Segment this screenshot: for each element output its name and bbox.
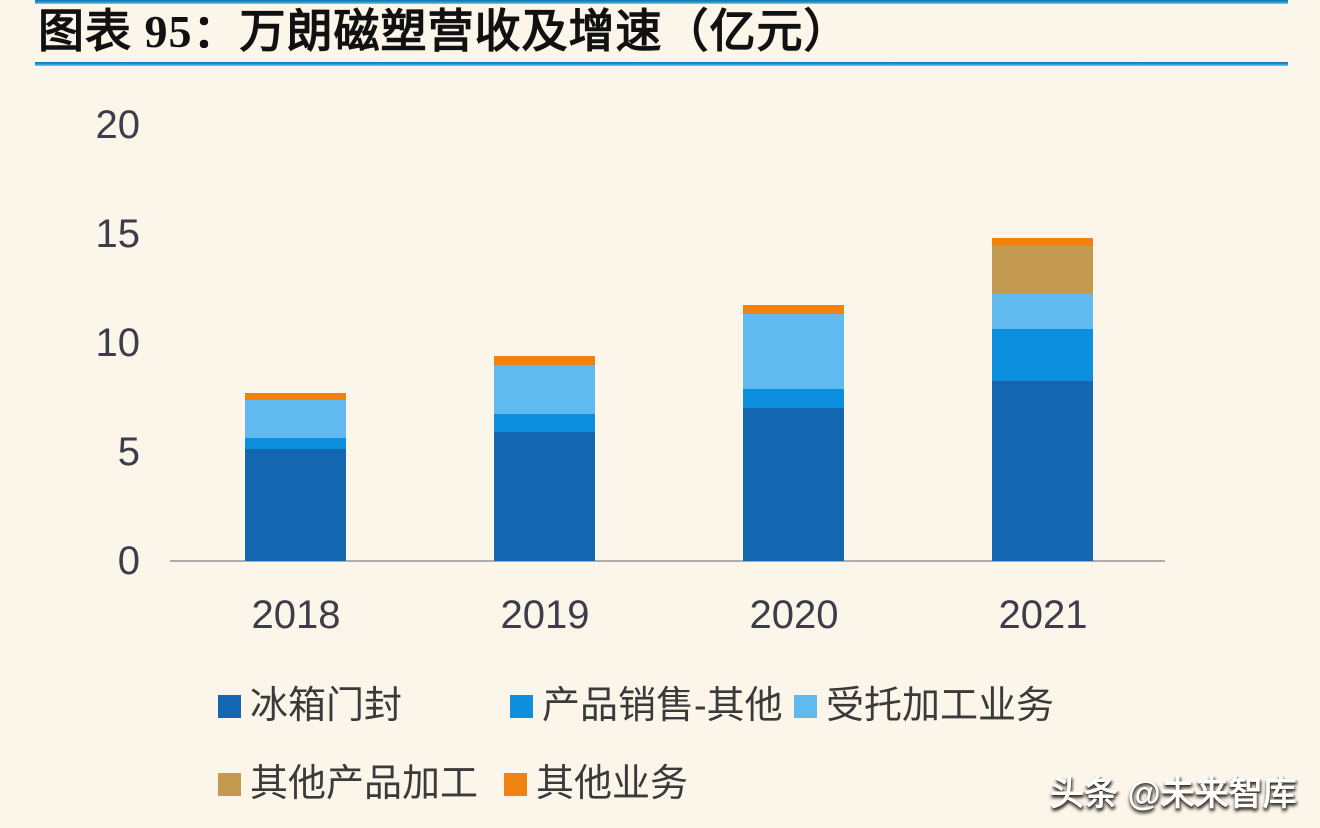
- legend-swatch: [794, 694, 817, 718]
- y-axis-tick-label: 5: [117, 430, 140, 474]
- legend-item: 产品销售-其他: [510, 684, 794, 728]
- figure-title: 图表 95：万朗磁塑营收及增速（亿元）: [38, 6, 851, 57]
- bar-segment: [245, 393, 346, 400]
- legend-item: 其他业务: [504, 762, 688, 806]
- bar-segment: [992, 294, 1093, 329]
- bar-segment: [743, 408, 844, 561]
- bar-segment: [245, 449, 346, 561]
- y-axis-tick-label: 10: [95, 321, 141, 365]
- bar-segment: [494, 432, 595, 561]
- legend-label: 其他业务: [536, 763, 689, 805]
- legend-swatch: [218, 772, 241, 796]
- legend-label: 产品销售-其他: [542, 685, 783, 727]
- legend-swatch: [504, 772, 527, 796]
- legend-label: 受托加工业务: [826, 685, 1055, 727]
- y-axis-tick-label: 15: [95, 212, 141, 256]
- bar-segment: [992, 238, 1093, 246]
- bar-segment: [494, 356, 595, 365]
- bar-segment: [743, 314, 844, 389]
- legend-label: 其他产品加工: [250, 763, 479, 805]
- legend-row: 冰箱门封 产品销售-其他 受托加工业务: [218, 684, 1054, 728]
- legend-item: 其他产品加工: [218, 762, 504, 806]
- y-axis-tick-label: 0: [117, 539, 140, 583]
- legend-swatch: [218, 694, 241, 718]
- bar-segment: [245, 438, 346, 449]
- top-accent-line: [35, 0, 1288, 4]
- legend-item: 受托加工业务: [794, 684, 1054, 728]
- y-axis-tick-label: 20: [95, 103, 141, 147]
- legend-row: 其他产品加工 其他业务: [218, 762, 688, 806]
- bar-segment: [245, 400, 346, 438]
- bar-segment: [494, 414, 595, 432]
- bar-segment: [992, 329, 1093, 381]
- bar-segment: [992, 381, 1093, 561]
- bar-segment: [494, 365, 595, 414]
- x-axis-label: 2021: [998, 593, 1088, 637]
- x-axis-line: [170, 560, 1165, 562]
- bar-segment: [743, 305, 844, 314]
- x-axis-label: 2018: [251, 593, 341, 637]
- title-underline: [35, 62, 1288, 66]
- legend-label: 冰箱门封: [250, 685, 403, 727]
- x-axis-label: 2019: [500, 593, 590, 637]
- legend-item: 冰箱门封: [218, 684, 510, 728]
- legend-swatch: [510, 694, 533, 718]
- x-axis-label: 2020: [749, 593, 839, 637]
- bar-segment: [992, 246, 1093, 294]
- bar-segment: [743, 389, 844, 408]
- watermark: 头条 @未来智库: [1050, 775, 1297, 813]
